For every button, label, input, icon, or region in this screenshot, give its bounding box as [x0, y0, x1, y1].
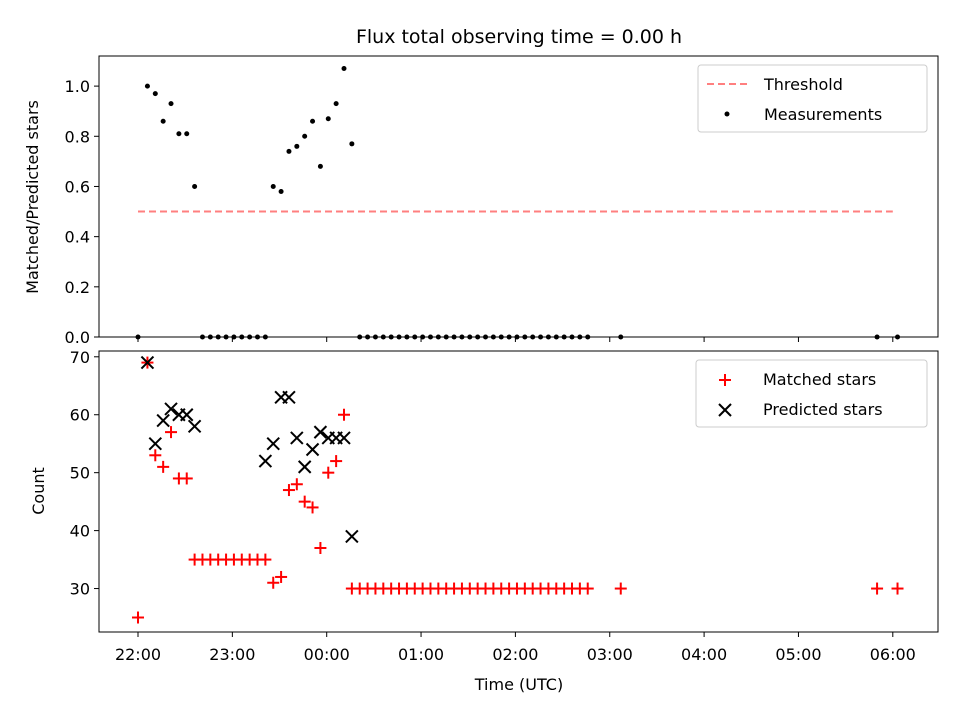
bottom-y-tick-label: 60 — [70, 406, 90, 425]
bottom-legend: Matched stars Predicted stars — [695, 359, 928, 428]
matched-star-point — [322, 466, 335, 479]
bottom-x-ticks: 22:00 23:00 00:00 01:00 02:00 03:00 04:00 05:00… — [115, 632, 916, 664]
matched-star-point — [614, 582, 627, 595]
predicted-star-point — [282, 390, 296, 405]
x-tick-label: 04:00 — [681, 645, 727, 664]
predicted-star-point — [180, 408, 194, 422]
predicted-star-point — [345, 529, 359, 544]
legend-measurements-label: Measurements — [764, 105, 882, 124]
chart-title: Flux total observing time = 0.00 h — [356, 26, 682, 48]
bottom-marks — [132, 355, 904, 624]
measurement-point — [270, 183, 276, 189]
top-y-tick-label: 0.4 — [65, 228, 90, 247]
measurement-point — [168, 101, 174, 107]
measurement-point — [302, 133, 308, 139]
top-plot-frame — [98, 55, 939, 338]
matched-star-point — [149, 449, 162, 462]
matched-star-point — [330, 455, 343, 468]
top-y-tick-label: 0.6 — [65, 177, 90, 196]
predicted-star-point — [148, 436, 163, 451]
legend-threshold-label: Threshold — [763, 75, 843, 94]
measurement-point — [184, 131, 190, 137]
measurement-point — [176, 131, 182, 137]
legend-measurements-swatch — [724, 111, 730, 117]
measurement-point — [317, 163, 323, 169]
matched-star-point — [581, 582, 594, 595]
top-marks — [135, 66, 901, 340]
x-tick-label: 01:00 — [398, 645, 444, 664]
measurement-point — [333, 101, 339, 107]
top-legend-box — [697, 64, 928, 133]
top-panel: 0.0 0.2 0.4 0.6 0.8 1.0 Matched/Predicted sta… — [23, 55, 939, 347]
bottom-y-ticks: 30 40 50 60 70 — [70, 348, 99, 599]
matched-star-point — [891, 582, 904, 595]
matched-star-point — [259, 553, 272, 566]
x-tick-label: 00:00 — [304, 645, 350, 664]
matched-star-point — [314, 541, 327, 554]
legend-matched-label: Matched stars — [763, 370, 876, 389]
measurement-point — [310, 118, 316, 124]
x-tick-label: 03:00 — [587, 645, 633, 664]
predicted-star-point — [140, 355, 155, 370]
measurement-point — [294, 143, 300, 149]
top-x-ticks — [137, 337, 894, 342]
matched-star-point — [282, 484, 295, 497]
bottom-y-tick-label: 30 — [70, 580, 90, 599]
x-tick-label: 06:00 — [870, 645, 916, 664]
measurement-point — [144, 83, 150, 89]
top-legend: Threshold Measurements — [697, 64, 928, 133]
measurement-point — [160, 118, 166, 124]
x-tick-label: 05:00 — [775, 645, 821, 664]
legend-predicted-label: Predicted stars — [763, 400, 883, 419]
matched-star-point — [180, 472, 193, 485]
matched-star-point — [298, 495, 311, 508]
predicted-star-point — [305, 442, 320, 457]
predicted-star-point — [313, 425, 328, 439]
top-y-tick-label: 0.0 — [65, 328, 90, 347]
measurement-point — [192, 183, 198, 189]
predicted-star-point — [266, 436, 280, 451]
matched-star-point — [165, 426, 178, 439]
legend-predicted-swatch — [718, 403, 732, 417]
top-y-tick-label: 1.0 — [65, 77, 90, 96]
measurement-point — [286, 148, 292, 154]
matched-star-point — [306, 501, 319, 514]
bottom-legend-box — [695, 359, 928, 428]
predicted-star-point — [187, 419, 202, 434]
predicted-star-point — [164, 402, 178, 416]
measurement-point — [349, 141, 355, 147]
measurement-point — [152, 91, 158, 97]
x-axis-label: Time (UTC) — [474, 675, 563, 694]
predicted-star-point — [337, 431, 351, 445]
matched-star-point — [337, 408, 350, 421]
matched-star-point — [157, 460, 170, 473]
predicted-star-point — [156, 413, 170, 428]
bottom-panel: 30 40 50 60 70 22:00 23:00 00:00 01:00 02:00 03:0… — [29, 348, 939, 694]
matched-star-point — [132, 611, 144, 624]
bottom-y-tick-label: 70 — [70, 348, 90, 367]
matched-star-point — [871, 582, 884, 595]
legend-matched-swatch — [719, 374, 731, 386]
bottom-y-tick-label: 40 — [70, 522, 90, 541]
x-tick-label: 23:00 — [209, 645, 255, 664]
top-y-tick-label: 0.8 — [65, 127, 90, 146]
measurement-point — [341, 66, 347, 72]
measurement-point — [278, 188, 284, 194]
matched-star-point — [267, 576, 280, 589]
matched-star-point — [290, 478, 303, 491]
top-y-axis-label: Matched/Predicted stars — [23, 100, 42, 294]
x-tick-label: 02:00 — [492, 645, 538, 664]
top-y-ticks: 0.0 0.2 0.4 0.6 0.8 1.0 — [65, 77, 99, 347]
predicted-star-point — [258, 454, 273, 468]
x-tick-label: 22:00 — [115, 645, 161, 664]
bottom-y-tick-label: 50 — [70, 464, 90, 483]
bottom-y-axis-label: Count — [29, 467, 48, 515]
measurement-point — [325, 116, 331, 122]
top-y-tick-label: 0.2 — [65, 278, 90, 297]
predicted-star-point — [297, 460, 312, 474]
bottom-plot-frame — [98, 350, 939, 633]
matched-star-point — [275, 570, 288, 583]
predicted-star-point — [290, 431, 304, 445]
